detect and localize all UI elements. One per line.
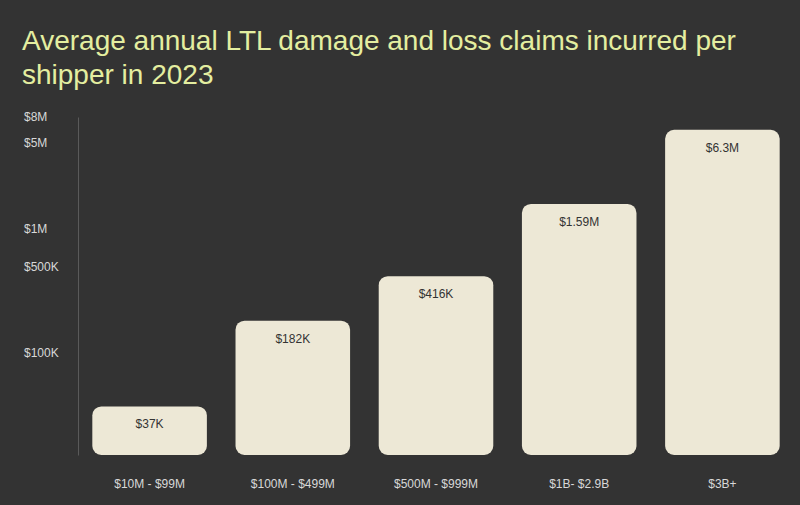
y-tick: $1M <box>24 222 78 236</box>
x-tick-label: $100M - $499M <box>251 477 335 491</box>
background <box>0 0 800 505</box>
x-tick: $10M - $99M <box>114 455 185 491</box>
data-labels: $37K $182K $416K $1.59M $6.3M <box>136 141 739 432</box>
data-label: $182K <box>275 332 310 346</box>
x-tick: $1B- $2.9B <box>549 455 609 491</box>
y-tick: $500K <box>24 260 78 274</box>
y-tick-label: $5M <box>24 136 47 150</box>
data-label: $1.59M <box>559 215 599 229</box>
y-tick: $100K <box>24 346 78 360</box>
y-tick-label: $100K <box>24 346 59 360</box>
x-tick: $500M - $999M <box>394 455 478 491</box>
title-line: shipper in 2023 <box>22 59 213 90</box>
x-tick-label: $500M - $999M <box>394 477 478 491</box>
title: Average annual LTL damage and loss claim… <box>22 25 736 90</box>
y-tick-label: $500K <box>24 260 59 274</box>
title-line: Average annual LTL damage and loss claim… <box>22 25 736 56</box>
x-axis-line <box>79 455 795 456</box>
bar <box>522 204 637 455</box>
y-axis: $100K $500K $1M $5M $8M <box>24 110 79 455</box>
x-tick: $100M - $499M <box>251 455 335 491</box>
x-tick-label: $1B- $2.9B <box>549 477 609 491</box>
x-tick: $3B+ <box>708 455 736 491</box>
bar <box>379 276 494 455</box>
bar <box>665 130 780 455</box>
y-tick: $5M <box>24 136 78 150</box>
x-axis: $10M - $99M $100M - $499M $500M - $999M $1B… <box>79 455 795 491</box>
bar <box>236 321 351 455</box>
chart: Average annual LTL damage and loss claim… <box>0 0 800 505</box>
data-label: $6.3M <box>706 141 739 155</box>
bars <box>92 130 779 455</box>
y-axis-line <box>78 118 79 456</box>
data-label: $37K <box>136 417 164 431</box>
x-tick-label: $3B+ <box>708 477 736 491</box>
y-tick: $8M <box>24 110 78 124</box>
y-tick-label: $1M <box>24 222 47 236</box>
data-label: $416K <box>419 287 454 301</box>
bar <box>92 406 207 455</box>
x-tick-label: $10M - $99M <box>114 477 185 491</box>
y-tick-label: $8M <box>24 110 47 124</box>
